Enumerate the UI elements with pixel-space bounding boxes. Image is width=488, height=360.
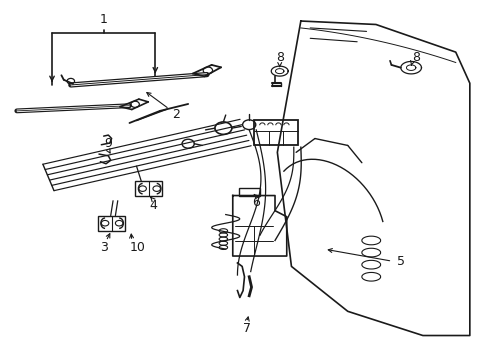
Text: 8: 8 <box>411 51 419 64</box>
Bar <box>239 188 260 195</box>
Text: 10: 10 <box>129 241 145 254</box>
Bar <box>135 181 162 196</box>
Text: 2: 2 <box>171 108 179 121</box>
Text: 9: 9 <box>104 137 112 150</box>
Text: 1: 1 <box>100 13 107 26</box>
Text: 6: 6 <box>252 196 260 209</box>
Text: 3: 3 <box>100 241 108 254</box>
Text: 7: 7 <box>243 322 250 335</box>
Bar <box>98 216 124 231</box>
Text: 8: 8 <box>275 51 283 64</box>
Bar <box>253 120 298 145</box>
Text: 5: 5 <box>396 255 404 268</box>
Text: 4: 4 <box>149 199 157 212</box>
